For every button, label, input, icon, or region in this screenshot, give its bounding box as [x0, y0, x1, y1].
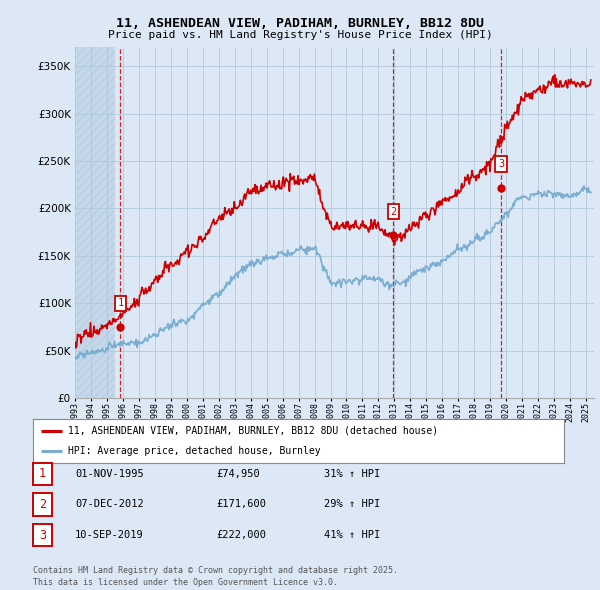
Text: 3: 3	[39, 529, 46, 542]
Text: 11, ASHENDEAN VIEW, PADIHAM, BURNLEY, BB12 8DU (detached house): 11, ASHENDEAN VIEW, PADIHAM, BURNLEY, BB…	[68, 426, 437, 436]
Text: 01-NOV-1995: 01-NOV-1995	[75, 469, 144, 478]
Text: £171,600: £171,600	[216, 500, 266, 509]
Text: £222,000: £222,000	[216, 530, 266, 540]
Text: Price paid vs. HM Land Registry's House Price Index (HPI): Price paid vs. HM Land Registry's House …	[107, 30, 493, 40]
Text: 1: 1	[117, 299, 124, 309]
Text: 2: 2	[39, 498, 46, 511]
Bar	[75, 47, 115, 398]
Text: Contains HM Land Registry data © Crown copyright and database right 2025.
This d: Contains HM Land Registry data © Crown c…	[33, 566, 398, 587]
Text: 1: 1	[39, 467, 46, 480]
Text: 3: 3	[498, 159, 505, 169]
Text: 07-DEC-2012: 07-DEC-2012	[75, 500, 144, 509]
Text: 2: 2	[390, 206, 397, 217]
Text: 11, ASHENDEAN VIEW, PADIHAM, BURNLEY, BB12 8DU: 11, ASHENDEAN VIEW, PADIHAM, BURNLEY, BB…	[116, 17, 484, 30]
Text: 41% ↑ HPI: 41% ↑ HPI	[324, 530, 380, 540]
Text: £74,950: £74,950	[216, 469, 260, 478]
Text: 31% ↑ HPI: 31% ↑ HPI	[324, 469, 380, 478]
Text: 10-SEP-2019: 10-SEP-2019	[75, 530, 144, 540]
Text: 29% ↑ HPI: 29% ↑ HPI	[324, 500, 380, 509]
Text: HPI: Average price, detached house, Burnley: HPI: Average price, detached house, Burn…	[68, 446, 320, 456]
